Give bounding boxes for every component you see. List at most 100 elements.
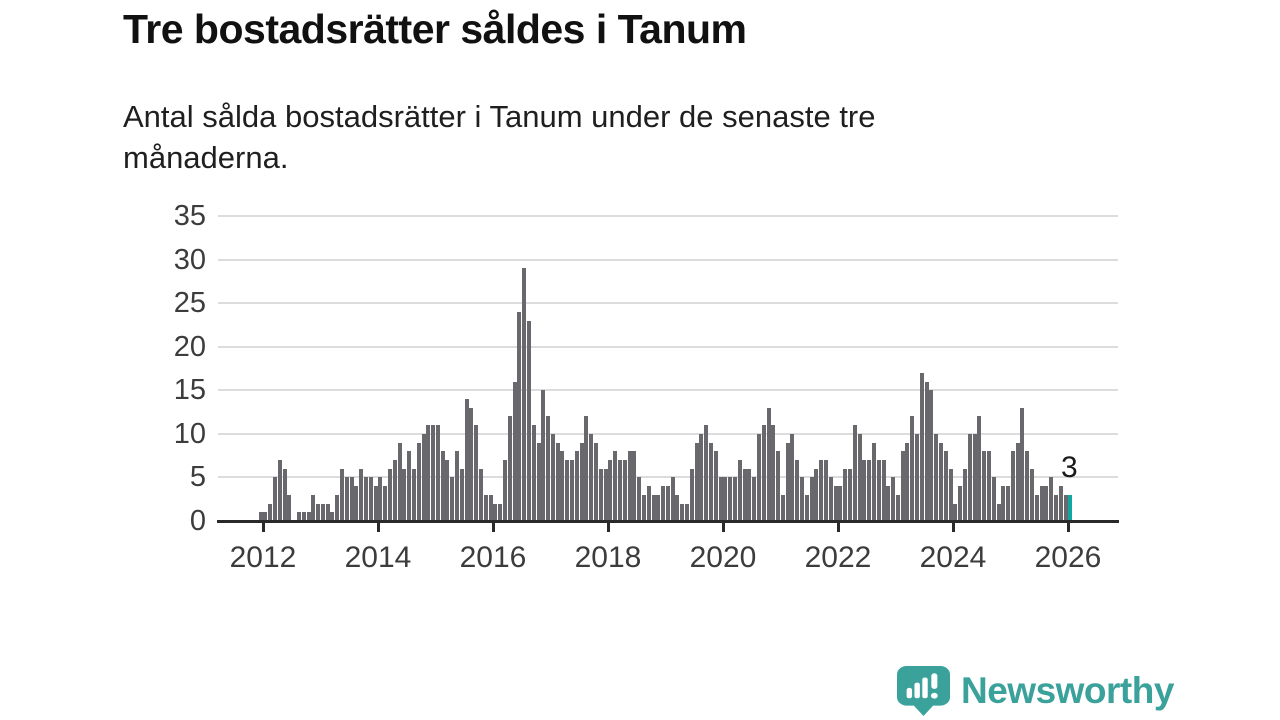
bar xyxy=(507,416,512,521)
bar xyxy=(847,468,852,521)
bar xyxy=(833,486,838,521)
bar xyxy=(316,503,321,521)
bar xyxy=(876,460,881,521)
bar xyxy=(809,477,814,521)
bar xyxy=(656,494,661,521)
bar xyxy=(819,460,824,521)
bar xyxy=(934,433,939,521)
bar xyxy=(435,425,440,521)
newsworthy-logo-icon xyxy=(897,666,950,716)
bar xyxy=(824,460,829,521)
bar xyxy=(1006,486,1011,521)
bar xyxy=(613,451,618,521)
bar xyxy=(919,372,924,521)
bar xyxy=(924,381,929,521)
bar xyxy=(939,442,944,521)
gridline xyxy=(218,476,1118,479)
bar xyxy=(392,460,397,521)
bar xyxy=(881,460,886,521)
bar xyxy=(589,433,594,521)
bar xyxy=(1025,451,1030,521)
bar xyxy=(459,468,464,521)
bar xyxy=(895,494,900,521)
bar xyxy=(728,477,733,521)
bar xyxy=(474,425,479,521)
bar xyxy=(742,468,747,521)
bar xyxy=(344,477,349,521)
bar xyxy=(828,477,833,521)
bar xyxy=(1034,494,1039,521)
x-axis-tick xyxy=(836,523,840,532)
y-axis-label: 35 xyxy=(173,200,206,232)
bar xyxy=(761,425,766,521)
bar xyxy=(440,451,445,521)
highlight-bar xyxy=(1068,494,1073,521)
bar xyxy=(320,503,325,521)
gridline xyxy=(218,302,1118,305)
bar xyxy=(948,468,953,521)
bar xyxy=(680,503,685,521)
y-axis-label: 20 xyxy=(173,330,206,363)
gridline xyxy=(218,215,1118,217)
bar xyxy=(387,468,392,521)
bar xyxy=(790,433,795,521)
bar xyxy=(972,433,977,521)
bar xyxy=(1030,468,1035,521)
bar xyxy=(622,460,627,521)
x-axis-baseline xyxy=(217,520,1119,523)
bar xyxy=(560,451,565,521)
bar xyxy=(694,442,699,521)
bar xyxy=(665,486,670,521)
bar xyxy=(1010,451,1015,521)
bar xyxy=(282,468,287,521)
bar xyxy=(843,468,848,521)
bar xyxy=(675,494,680,521)
y-axis-label: 25 xyxy=(173,287,206,320)
x-axis-label: 2024 xyxy=(919,541,987,574)
bar xyxy=(862,460,867,521)
bar xyxy=(335,494,340,521)
bar xyxy=(732,477,737,521)
bar xyxy=(268,503,273,521)
bar xyxy=(900,451,905,521)
bar xyxy=(838,486,843,521)
bar xyxy=(402,468,407,521)
bar xyxy=(536,442,541,521)
bar xyxy=(364,477,369,521)
bar xyxy=(411,468,416,521)
bar xyxy=(651,494,656,521)
gridline xyxy=(218,389,1118,392)
bar xyxy=(526,320,531,521)
bar xyxy=(752,477,757,521)
bar xyxy=(617,460,622,521)
bar xyxy=(1001,486,1006,521)
bar xyxy=(296,512,301,521)
bar xyxy=(541,390,546,521)
bar xyxy=(272,477,277,521)
bar xyxy=(349,477,354,521)
bar xyxy=(776,451,781,521)
bar xyxy=(426,425,431,521)
bar xyxy=(723,477,728,521)
bar xyxy=(603,468,608,521)
bar xyxy=(986,451,991,521)
bar xyxy=(483,494,488,521)
bar xyxy=(546,416,551,521)
bar xyxy=(1058,486,1063,521)
bar xyxy=(699,433,704,521)
bar xyxy=(915,433,920,521)
page-title: Tre bostadsrätter såldes i Tanum xyxy=(123,6,747,52)
bar xyxy=(493,503,498,521)
bar xyxy=(709,442,714,521)
bar xyxy=(373,486,378,521)
bar xyxy=(646,486,651,521)
bar xyxy=(311,494,316,521)
bar xyxy=(785,442,790,521)
bar xyxy=(996,503,1001,521)
bar xyxy=(397,442,402,521)
bar xyxy=(910,416,915,521)
bar xyxy=(1020,407,1025,521)
bar xyxy=(685,503,690,521)
bar xyxy=(594,442,599,521)
x-axis-label: 2018 xyxy=(574,541,642,574)
